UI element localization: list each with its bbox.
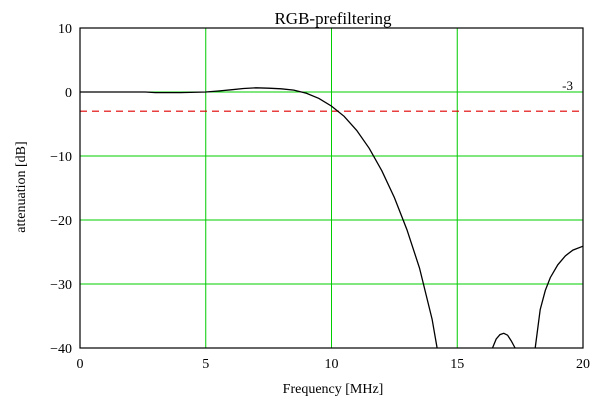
series-line-segment [80, 87, 438, 349]
x-tick-label: 15 [450, 357, 464, 372]
y-tick-label: −10 [50, 150, 72, 165]
chart-title: RGB-prefiltering [274, 9, 392, 28]
x-tick-label: 20 [576, 357, 590, 372]
y-tick-label: 0 [65, 86, 72, 101]
x-tick-label: 10 [325, 357, 339, 372]
y-tick-label: −20 [50, 214, 72, 229]
x-tick-labels: 0 5 10 15 20 [77, 357, 591, 372]
y-tick-label: −40 [50, 342, 72, 357]
series-line-segment [534, 245, 584, 349]
reference-label: -3 [562, 78, 573, 93]
y-tick-labels: 10 0 −10 −20 −30 −40 [50, 22, 72, 357]
data-series [80, 87, 584, 349]
x-tick-label: 0 [77, 357, 84, 372]
series-line-segment [491, 332, 516, 349]
plot-frame [79, 27, 584, 349]
y-tick-label: −30 [50, 278, 72, 293]
grid-lines [80, 28, 583, 348]
y-tick-label: 10 [58, 22, 72, 37]
y-axis-label: attenuation [dB] [14, 141, 29, 232]
x-axis-label: Frequency [MHz] [283, 382, 384, 397]
x-tick-label: 5 [202, 357, 209, 372]
